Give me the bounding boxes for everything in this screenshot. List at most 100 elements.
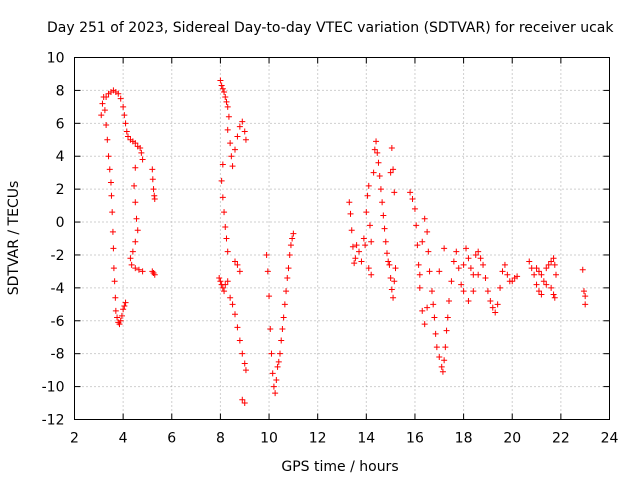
- data-point: [270, 383, 277, 390]
- data-point: [263, 251, 270, 258]
- data-point: [239, 396, 246, 403]
- data-point: [109, 209, 116, 216]
- data-point: [383, 250, 390, 257]
- data-point: [104, 136, 111, 143]
- data-point: [548, 284, 555, 291]
- data-point: [421, 215, 428, 222]
- data-point: [346, 199, 353, 206]
- data-point: [439, 368, 446, 375]
- data-point: [218, 82, 225, 89]
- data-point: [219, 284, 226, 291]
- x-axis-label: GPS time / hours: [281, 459, 398, 475]
- data-point: [371, 146, 378, 153]
- data-point: [128, 261, 135, 268]
- data-point: [219, 85, 226, 92]
- data-point: [426, 268, 433, 275]
- y-tick-label: 8: [56, 83, 65, 99]
- data-point: [137, 145, 144, 151]
- data-point: [224, 248, 231, 255]
- data-point: [470, 288, 477, 295]
- data-point: [125, 133, 131, 140]
- data-point: [105, 153, 112, 160]
- y-tick-label: -4: [51, 281, 65, 297]
- data-point: [477, 255, 484, 262]
- data-point: [424, 228, 431, 235]
- data-point: [123, 128, 130, 135]
- data-point: [373, 138, 380, 145]
- x-tick-label: 8: [216, 431, 225, 447]
- data-point: [509, 278, 516, 285]
- data-point: [134, 227, 141, 234]
- data-point: [374, 149, 381, 156]
- data-point: [533, 281, 540, 288]
- data-point: [109, 228, 116, 235]
- series-arc3: [263, 230, 297, 397]
- data-point: [499, 268, 506, 275]
- y-tick-label: 6: [56, 116, 65, 132]
- x-tick-label: 20: [503, 431, 521, 447]
- data-point: [223, 98, 230, 105]
- data-point: [110, 245, 117, 252]
- data-point: [122, 299, 129, 306]
- data-point: [132, 238, 139, 245]
- data-point: [120, 306, 127, 313]
- data-point: [356, 248, 363, 255]
- chart-title: Day 251 of 2023, Sidereal Day-to-day VTE…: [47, 20, 614, 36]
- data-point: [551, 294, 558, 301]
- data-point: [538, 271, 545, 278]
- data-point: [533, 265, 540, 272]
- data-point: [368, 271, 375, 278]
- data-point: [526, 258, 533, 265]
- data-point: [151, 196, 158, 203]
- data-point: [416, 271, 423, 278]
- x-tick-label: 4: [119, 431, 128, 447]
- data-point: [289, 235, 296, 242]
- data-point: [232, 311, 238, 318]
- data-point: [239, 350, 246, 357]
- data-points: [98, 77, 589, 407]
- data-point: [101, 107, 108, 114]
- data-point: [433, 344, 440, 351]
- data-point: [268, 350, 275, 357]
- series-arc2b: [216, 258, 249, 407]
- data-point: [553, 271, 559, 278]
- data-point: [228, 153, 235, 160]
- data-point: [407, 189, 414, 196]
- data-point: [365, 265, 372, 272]
- data-point: [221, 209, 228, 216]
- data-point: [414, 242, 421, 249]
- data-point: [450, 258, 457, 265]
- data-point: [151, 271, 158, 278]
- data-point: [236, 123, 243, 130]
- data-point: [242, 136, 249, 143]
- data-point: [388, 286, 395, 293]
- data-point: [224, 126, 231, 133]
- data-point: [217, 77, 224, 84]
- data-point: [135, 266, 142, 273]
- data-point: [224, 103, 231, 110]
- data-point: [465, 255, 472, 262]
- data-point: [222, 281, 229, 288]
- series-arc1c: [149, 166, 158, 278]
- data-point: [379, 199, 386, 206]
- data-point: [444, 314, 451, 321]
- y-tick-label: 2: [56, 182, 65, 198]
- data-point: [241, 400, 248, 407]
- data-point: [120, 103, 127, 110]
- data-point: [467, 265, 474, 272]
- data-point: [582, 301, 589, 308]
- series-arc6: [579, 266, 589, 308]
- data-point: [266, 293, 273, 300]
- data-point: [276, 350, 283, 357]
- data-point: [550, 291, 557, 298]
- data-point: [267, 326, 274, 332]
- data-point: [419, 238, 426, 245]
- data-point: [492, 309, 499, 316]
- data-point: [548, 258, 555, 265]
- data-point: [392, 265, 399, 272]
- data-point: [133, 215, 140, 222]
- data-point: [218, 177, 225, 184]
- data-point: [111, 278, 118, 285]
- data-point: [239, 118, 246, 125]
- data-point: [415, 261, 422, 268]
